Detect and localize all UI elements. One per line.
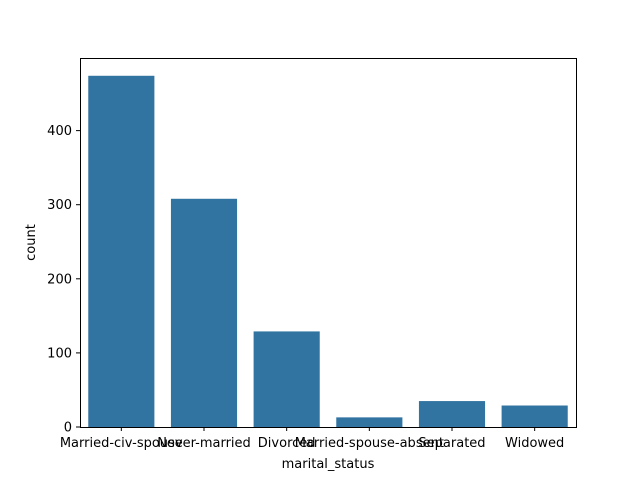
bar-married-spouse-absent	[336, 417, 403, 427]
bar-divorced	[253, 331, 320, 427]
y-axis-ticks: 0 100 200 300 400	[47, 124, 80, 436]
y-tick-label: 200	[47, 272, 72, 287]
plot-frame	[80, 58, 577, 428]
y-tick-label: 400	[47, 124, 72, 139]
bar-married-civ-spouse	[88, 75, 155, 427]
bars	[88, 75, 568, 427]
y-tick-label: 0	[64, 421, 72, 436]
x-tick-label: Widowed	[505, 436, 564, 451]
x-tick-label: Married-civ-spouse	[60, 436, 183, 451]
y-tick-label: 300	[47, 198, 72, 213]
x-tick-label: Married-spouse-absent	[295, 436, 444, 451]
y-tick-label: 100	[47, 346, 72, 361]
x-tick-label: Never-married	[157, 436, 251, 451]
bar-widowed	[501, 405, 568, 427]
bar-separated	[418, 401, 486, 427]
bar-never-married	[170, 198, 238, 427]
y-axis-label: count	[24, 224, 39, 261]
x-tick-label: Separated	[418, 436, 485, 451]
x-tick-label: Divorced	[258, 436, 316, 451]
x-axis-label: marital_status	[282, 457, 375, 472]
